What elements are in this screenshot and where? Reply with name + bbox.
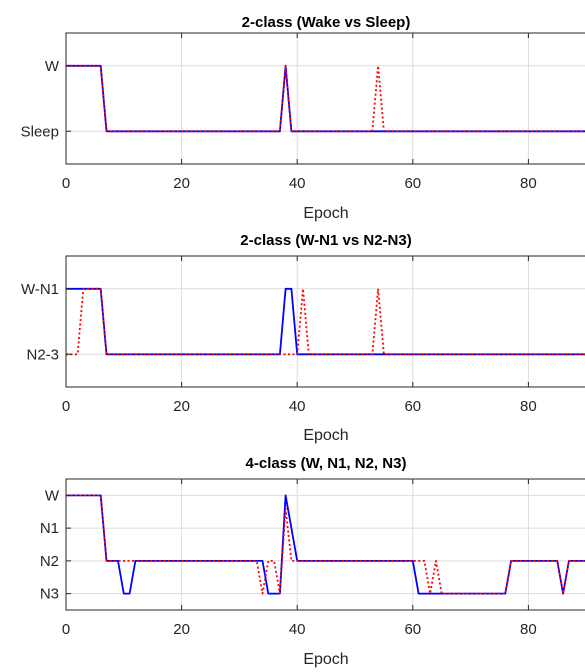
y-tick-label: W	[45, 487, 60, 504]
x-tick-label: 40	[289, 175, 306, 192]
x-axis-label: Epoch	[303, 205, 348, 222]
panel-title: 2-class (Wake vs Sleep)	[242, 14, 411, 31]
x-tick-label: 60	[404, 621, 421, 638]
x-tick-label: 20	[173, 398, 190, 415]
x-tick-label: 40	[289, 398, 306, 415]
x-tick-label: 0	[62, 175, 70, 192]
panel-wn1-vs-n2n3: 2-class (W-N1 vs N2-N3) 0 20 40 60 80 N2-3 W-N…	[21, 232, 585, 444]
series-line-red	[66, 494, 585, 595]
x-tick-label: 40	[289, 621, 306, 638]
panel-wake-vs-sleep: 2-class (Wake vs Sleep) 0 20 40 60 80SleepW …	[21, 14, 585, 222]
y-tick-label: N3	[40, 586, 59, 603]
x-tick-label: 80	[520, 398, 537, 415]
x-tick-label: 60	[404, 398, 421, 415]
y-tick-label: N2-3	[26, 346, 59, 363]
y-tick-label: Sleep	[21, 123, 59, 140]
series-line-blue	[66, 287, 585, 356]
x-tick-label: 0	[62, 398, 70, 415]
series-line-red	[66, 64, 585, 133]
y-tick-label: W-N1	[21, 281, 59, 298]
x-axis-label: Epoch	[303, 427, 348, 444]
x-tick-label: 20	[173, 175, 190, 192]
plot-area	[65, 255, 585, 388]
x-tick-label: 60	[404, 175, 421, 192]
x-tick-label: 20	[173, 621, 190, 638]
panel-title: 2-class (W-N1 vs N2-N3)	[240, 232, 411, 249]
plot-area	[65, 478, 585, 611]
x-tick-label: 80	[520, 175, 537, 192]
series-line-red	[66, 287, 585, 356]
x-axis-label: Epoch	[303, 651, 348, 668]
y-tick-label: N1	[40, 520, 59, 537]
x-tick-label: 80	[520, 621, 537, 638]
y-tick-label: N2	[40, 553, 59, 570]
x-tick-label: 0	[62, 621, 70, 638]
y-tick-label: W	[45, 58, 60, 75]
panel-title: 4-class (W, N1, N2, N3)	[246, 455, 407, 472]
plot-area	[65, 32, 585, 165]
panel-4-class: 4-class (W, N1, N2, N3) 0 20 40 60 80 N3 N2 N1 W…	[40, 455, 585, 668]
